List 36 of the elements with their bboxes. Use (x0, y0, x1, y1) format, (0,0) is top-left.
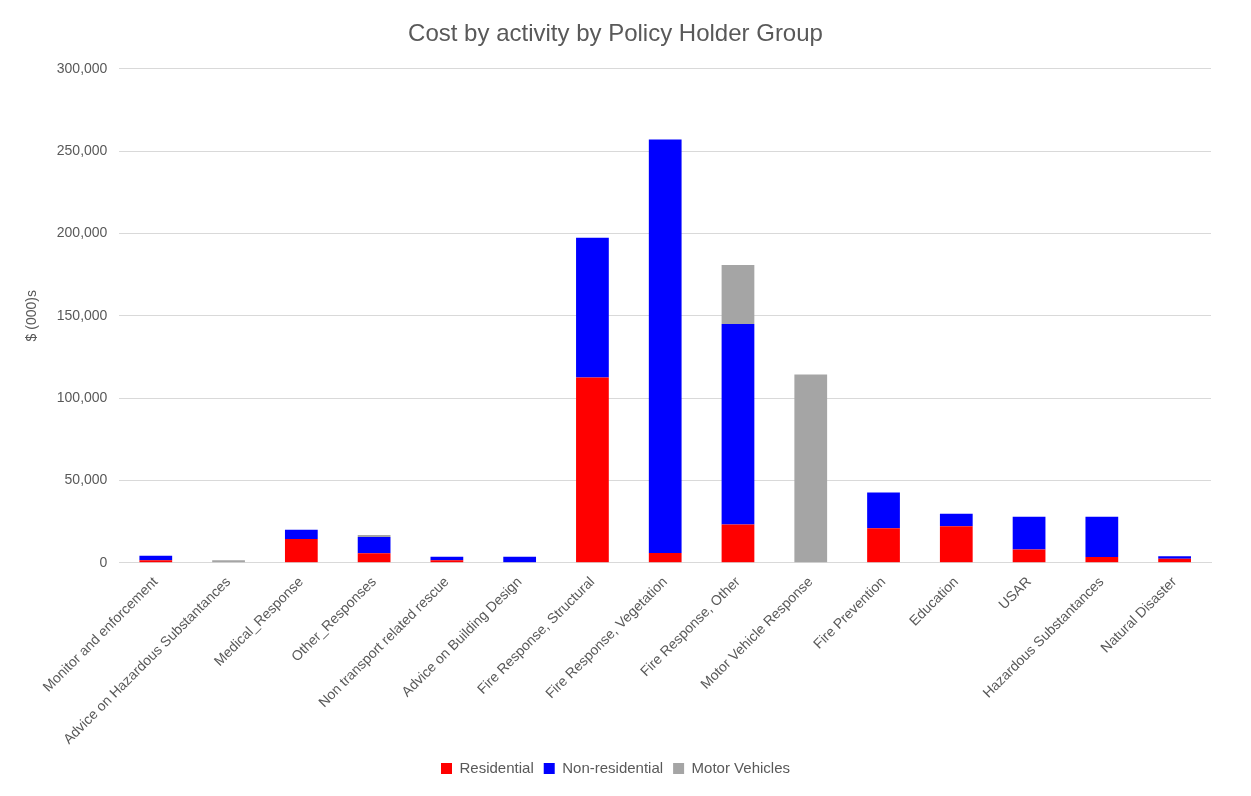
y-axis-title: $ (000)s (23, 290, 40, 342)
bar (357, 536, 391, 554)
bar (721, 265, 755, 325)
y-tick-label: 50,000 (64, 471, 108, 488)
y-tick-label: 0 (99, 553, 108, 570)
bar (867, 528, 900, 563)
bar (648, 139, 682, 553)
bar (648, 552, 682, 563)
bar (1012, 549, 1046, 563)
bar (576, 237, 609, 378)
legend-label: Non-residential (562, 758, 664, 776)
bar (430, 560, 464, 563)
chart-title: Cost by activity by Policy Holder Group (408, 19, 823, 47)
legend-label: Motor Vehicles (691, 758, 790, 776)
bar (139, 555, 173, 561)
bar (284, 529, 318, 539)
bar (1158, 556, 1191, 559)
y-tick-label: 300,000 (56, 59, 108, 76)
bar (721, 324, 755, 525)
bar (1085, 516, 1119, 558)
legend-label: Residential (459, 758, 534, 776)
bar (867, 492, 900, 529)
bar (576, 377, 609, 563)
y-tick-label: 100,000 (56, 388, 108, 405)
bar (284, 538, 318, 563)
bar (939, 513, 973, 527)
y-tick-label: 250,000 (56, 141, 108, 158)
bar (721, 524, 755, 563)
bar (503, 556, 537, 563)
bar (939, 526, 973, 563)
y-tick-label: 150,000 (56, 306, 108, 323)
bar (357, 553, 391, 563)
bar (1012, 516, 1046, 550)
bar (1085, 557, 1119, 563)
y-tick-label: 200,000 (56, 224, 108, 241)
bar (794, 374, 828, 563)
